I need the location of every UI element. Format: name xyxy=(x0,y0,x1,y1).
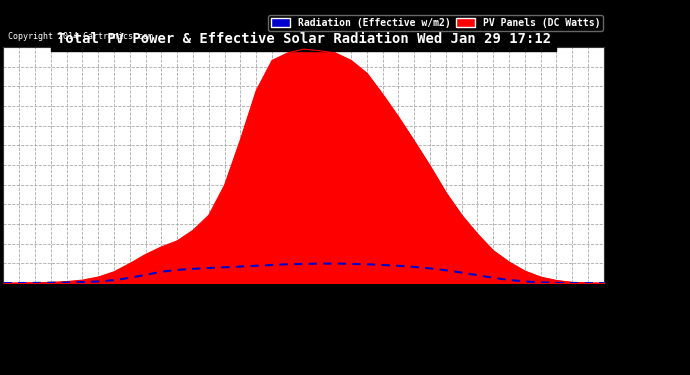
Title: Total PV Power & Effective Solar Radiation Wed Jan 29 17:12: Total PV Power & Effective Solar Radiati… xyxy=(57,32,551,46)
Legend: Radiation (Effective w/m2), PV Panels (DC Watts): Radiation (Effective w/m2), PV Panels (D… xyxy=(268,15,603,31)
Text: Copyright 2014 Cartronics.com: Copyright 2014 Cartronics.com xyxy=(8,32,153,41)
